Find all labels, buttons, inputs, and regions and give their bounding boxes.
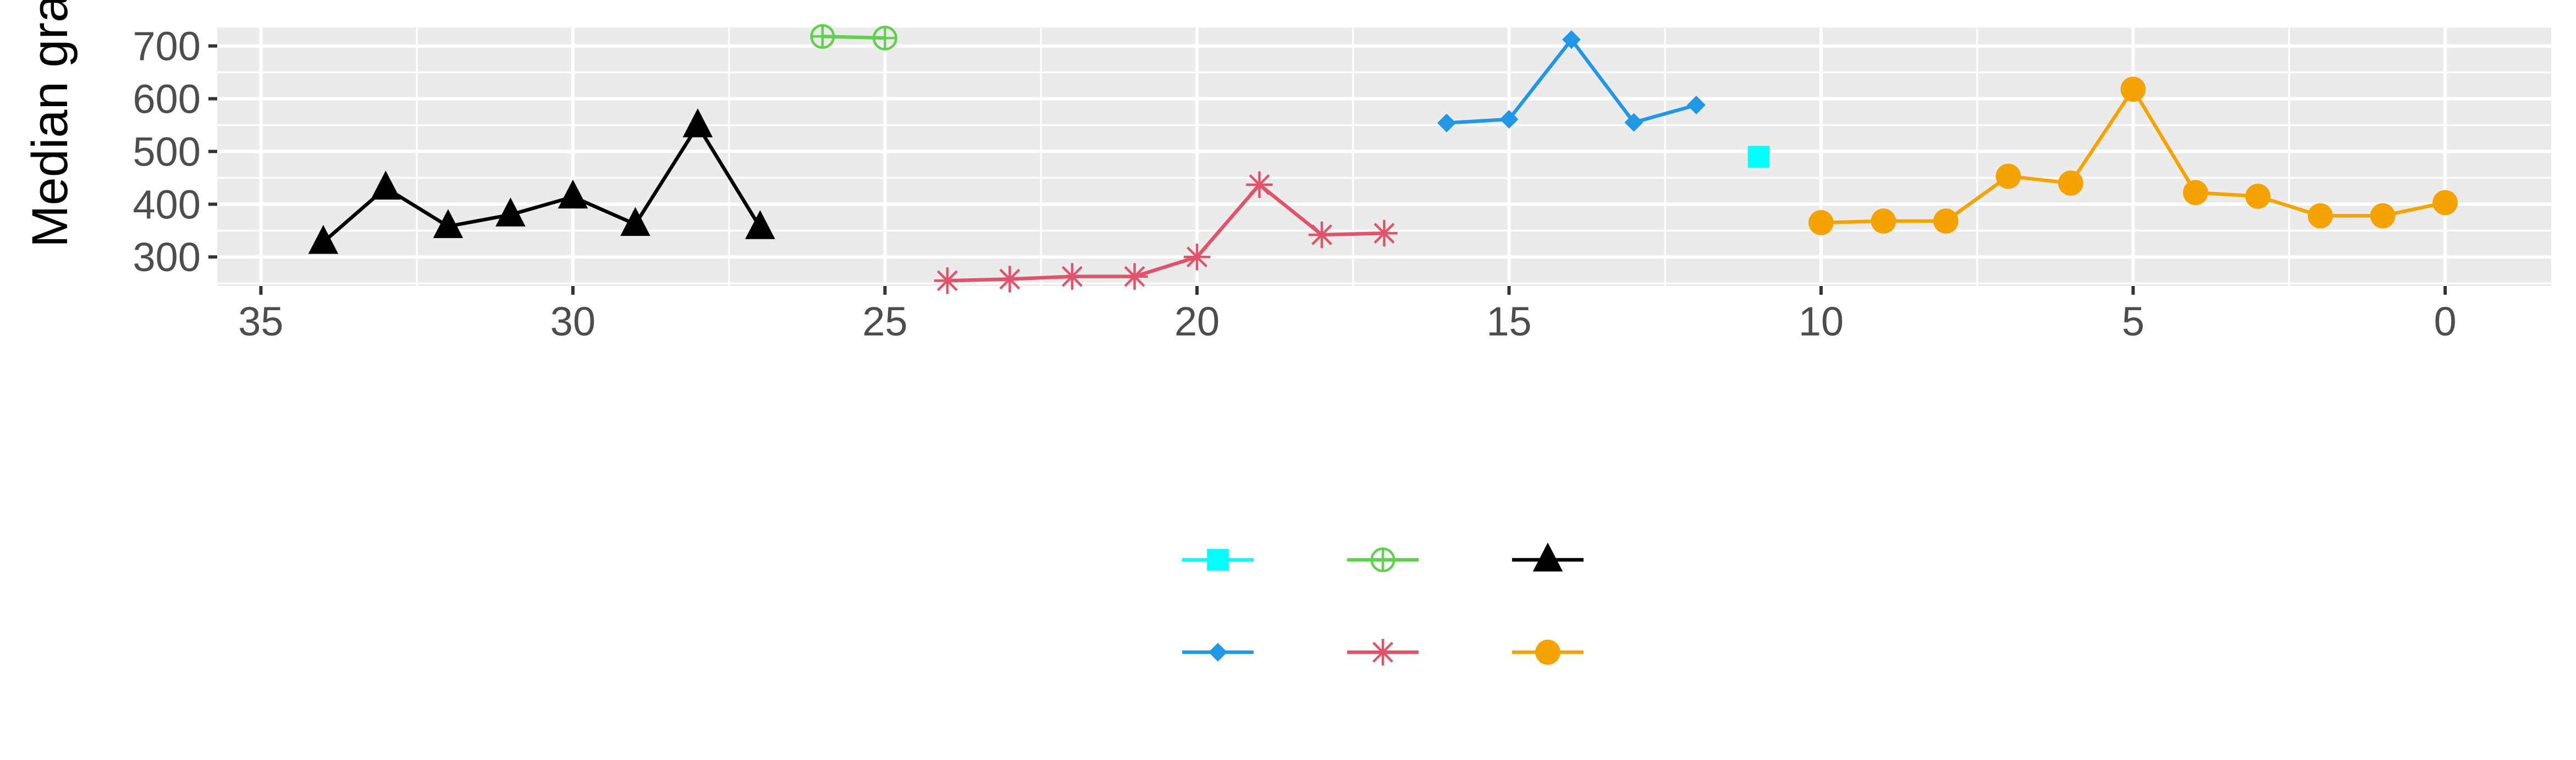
series-1: [308, 108, 775, 254]
data-point: [1808, 210, 1834, 235]
marker-stroke: [1374, 223, 1395, 244]
x-tick-label: 5: [2122, 299, 2144, 344]
legend-key-2: [1347, 547, 1419, 572]
data-point: [558, 179, 588, 209]
data-point: [2120, 76, 2146, 102]
data-point: [2308, 203, 2333, 229]
series-2: [810, 24, 897, 51]
series-6: [1808, 76, 2458, 235]
data-point: [495, 197, 526, 227]
data-point: [2432, 190, 2458, 216]
marker-stroke: [936, 270, 958, 291]
data-point: [1871, 208, 1896, 234]
x-tick-label: 25: [862, 299, 907, 344]
x-tick-label: 35: [238, 299, 283, 344]
data-point: [1371, 219, 1398, 247]
grid-lines: [217, 27, 2551, 286]
data-point: [1562, 30, 1581, 49]
legend-key-1: [1182, 549, 1254, 571]
data-point: [1933, 208, 1959, 234]
legend-marker: [1532, 542, 1563, 572]
x-tick-label: 15: [1486, 299, 1531, 344]
data-point: [1499, 109, 1519, 129]
data-point: [2183, 180, 2208, 206]
data-point: [433, 209, 464, 238]
data-point: [682, 108, 713, 137]
y-tick-label: 300: [133, 234, 201, 280]
data-point: [996, 266, 1023, 293]
series-3: [934, 171, 1398, 294]
x-tick-label: 30: [550, 299, 595, 344]
data-point: [1995, 163, 2021, 189]
plot-panel: [217, 27, 2551, 286]
data-point: [1058, 263, 1086, 290]
x-tick-label: 0: [2434, 299, 2456, 344]
legend-marker: [1370, 547, 1395, 572]
data-point: [1121, 263, 1148, 290]
series-4: [1437, 30, 1706, 133]
data-point: [1246, 171, 1273, 199]
series-5: [1747, 146, 1770, 168]
data-point: [2370, 203, 2396, 229]
axes: 35 30 25 20 15 10 5 0 300 400 500 600 700: [133, 24, 2457, 344]
data-point: [810, 24, 835, 49]
data-point: [872, 25, 897, 51]
data-point: [1624, 113, 1643, 132]
legend: [1182, 542, 1584, 666]
data-point: [1437, 113, 1457, 133]
data-point: [1747, 146, 1770, 168]
y-tick-label: 400: [133, 181, 201, 227]
x-tick-label: 10: [1799, 299, 1844, 344]
x-tick-label: 20: [1174, 299, 1220, 344]
legend-marker: [1535, 640, 1560, 665]
data-point: [745, 210, 775, 239]
marker-stroke: [1372, 641, 1394, 663]
legend-marker: [1369, 638, 1397, 666]
data-point: [620, 207, 650, 236]
data-point: [1308, 221, 1336, 249]
marker-stroke: [1311, 224, 1333, 245]
y-axis-title: Median grain size: [22, 0, 78, 247]
y-tick-label: 700: [133, 24, 201, 69]
y-tick-label: 600: [133, 76, 201, 122]
marker-stroke: [1249, 174, 1270, 195]
data-point: [1687, 96, 1706, 114]
data-point: [2058, 170, 2083, 196]
marker-stroke: [1061, 266, 1083, 287]
y-tick-label: 500: [133, 129, 201, 174]
data-point: [2245, 184, 2271, 209]
data-point: [308, 225, 339, 254]
legend-key-4: [1182, 643, 1254, 662]
legend-key-5: [1347, 638, 1419, 666]
marker-stroke: [999, 268, 1021, 290]
marker-stroke: [1186, 246, 1208, 268]
data-point: [934, 267, 961, 294]
marker-stroke: [1124, 266, 1145, 287]
legend-marker: [1209, 643, 1227, 662]
legend-key-3: [1512, 542, 1584, 572]
legend-marker: [1207, 549, 1229, 571]
data-point: [371, 170, 401, 200]
data-point: [1183, 244, 1211, 271]
legend-key-6: [1512, 640, 1584, 665]
series-layer: [308, 24, 2458, 294]
